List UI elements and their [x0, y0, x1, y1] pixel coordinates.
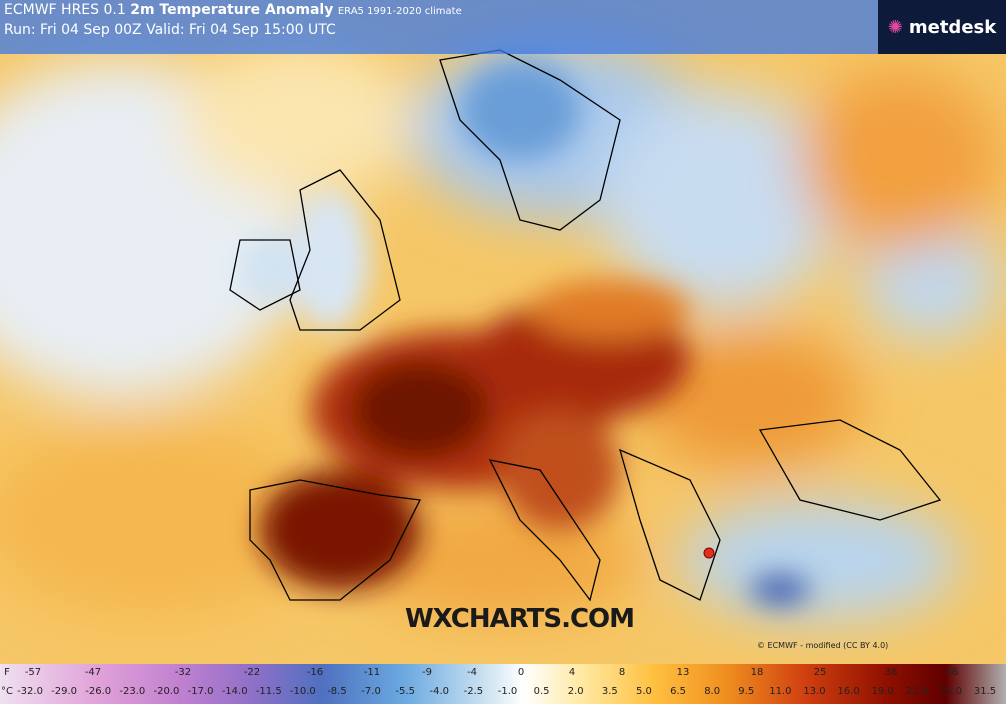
title: ECMWF HRES 0.1 2m Temperature Anomaly ER…	[4, 2, 462, 18]
c-label: -2.5	[463, 686, 484, 697]
c-label: -17.0	[187, 686, 214, 697]
c-label: 5.0	[635, 686, 652, 697]
c-label: -11.5	[255, 686, 282, 697]
f-label: 18	[750, 667, 764, 678]
c-label: 19.0	[871, 686, 894, 697]
f-label: -4	[467, 667, 477, 678]
c-label: 22.0	[905, 686, 928, 697]
run-line: Run: Fri 04 Sep 00Z Valid: Fri 04 Sep 15…	[4, 22, 336, 38]
f-label: -32	[174, 667, 192, 678]
c-unit: °C	[1, 686, 13, 697]
credit: © ECMWF - modified (CC BY 4.0)	[757, 641, 889, 650]
f-label: 0	[517, 667, 525, 678]
c-label: 16.0	[837, 686, 860, 697]
f-label: 46	[945, 667, 959, 678]
c-label: 8.0	[704, 686, 721, 697]
c-label: -32.0	[17, 686, 43, 697]
c-label: -5.5	[395, 686, 415, 697]
f-unit: F	[4, 667, 10, 678]
f-label: 8	[618, 667, 626, 678]
f-label: -11	[363, 667, 381, 678]
c-label: -29.0	[51, 686, 78, 697]
f-label: 25	[813, 667, 827, 678]
f-label: -9	[422, 667, 432, 678]
f-label: -22	[243, 667, 261, 678]
c-label: 2.0	[567, 686, 584, 697]
c-label: 31.5	[973, 686, 997, 697]
c-label: -20.0	[153, 686, 180, 697]
f-label: -16	[306, 667, 324, 678]
c-label: -26.0	[85, 686, 112, 697]
color-legend: F °C -57 -47 -32 -22 -16 -11 -9 -4 0 4 8 13 18 25 36 46 -3…	[0, 664, 1006, 704]
title-note: ERA5 1991-2020 climate	[337, 6, 462, 17]
temperature-map	[0, 0, 1006, 664]
f-label: -57	[24, 667, 42, 678]
c-label: 6.5	[670, 686, 686, 697]
c-label: 0.5	[533, 686, 550, 697]
c-label: 3.5	[601, 686, 618, 697]
c-label: -1.0	[497, 686, 518, 697]
logo: ✺ metdesk	[878, 0, 1006, 54]
c-label: 13.0	[803, 686, 826, 697]
c-label: -7.0	[361, 686, 381, 697]
c-label: 11.0	[769, 686, 792, 697]
c-label: -14.0	[221, 686, 248, 697]
watermark: WXCHARTS.COM	[405, 604, 635, 634]
f-label: 36	[884, 667, 898, 678]
title-main: 2m Temperature Anomaly	[130, 2, 334, 18]
title-prefix: ECMWF HRES 0.1	[4, 2, 126, 18]
c-label: -4.0	[429, 686, 450, 697]
c-label: -23.0	[119, 686, 146, 697]
f-label: 4	[568, 667, 576, 678]
coastlines	[229, 49, 942, 602]
f-label: -47	[84, 667, 102, 678]
header-bar: ECMWF HRES 0.1 2m Temperature Anomaly ER…	[0, 0, 878, 54]
c-label: 25.0	[939, 686, 963, 697]
c-label: 9.5	[738, 686, 755, 697]
location-marker	[703, 547, 715, 559]
f-label: 13	[676, 667, 690, 678]
c-label: -10.0	[289, 686, 316, 697]
c-label: -8.5	[327, 686, 347, 697]
logo-text: metdesk	[908, 16, 997, 38]
